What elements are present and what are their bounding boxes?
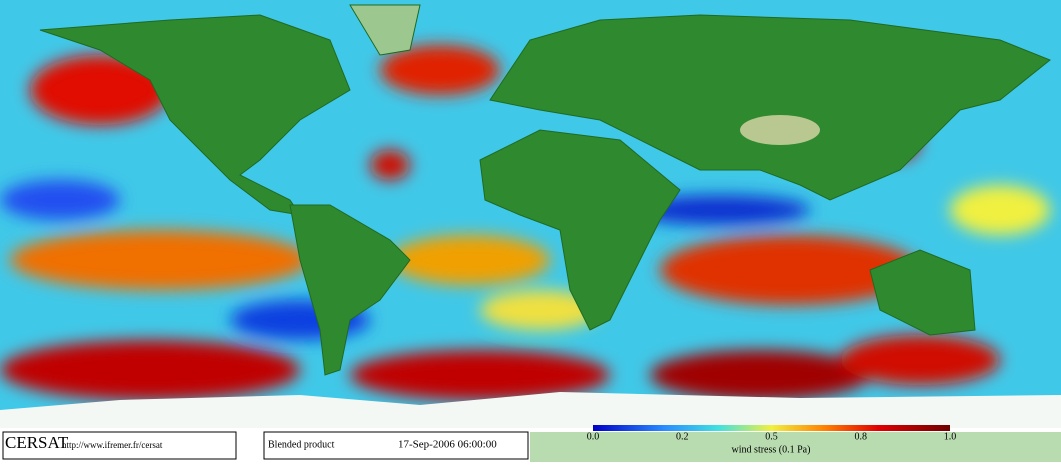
- product-name: Blended product: [268, 439, 335, 450]
- colorbar-title: wind stress (0.1 Pa): [732, 444, 811, 455]
- colorbar: [593, 425, 950, 431]
- colorbar-tick-label: 1.0: [944, 431, 957, 442]
- colorbar-tick-label: 0.5: [765, 431, 778, 442]
- product-date: 17-Sep-2006 06:00:00: [398, 439, 497, 451]
- logo-box: [2, 431, 237, 460]
- url: http://www.ifremer.fr/cersat: [62, 440, 163, 450]
- colorbar-tick-label: 0.0: [587, 431, 600, 442]
- colorbar-tick-label: 0.2: [676, 431, 689, 442]
- product-box: [263, 431, 529, 460]
- land: [39, 4, 1051, 376]
- colorbar-tick-label: 0.8: [855, 431, 868, 442]
- colorbar-ticks: 0.0 0.2 0.5 0.8 1.0: [587, 431, 957, 442]
- antarctica: [0, 392, 1061, 430]
- logo: CERSAT: [5, 433, 69, 452]
- footer-land: [530, 432, 1061, 462]
